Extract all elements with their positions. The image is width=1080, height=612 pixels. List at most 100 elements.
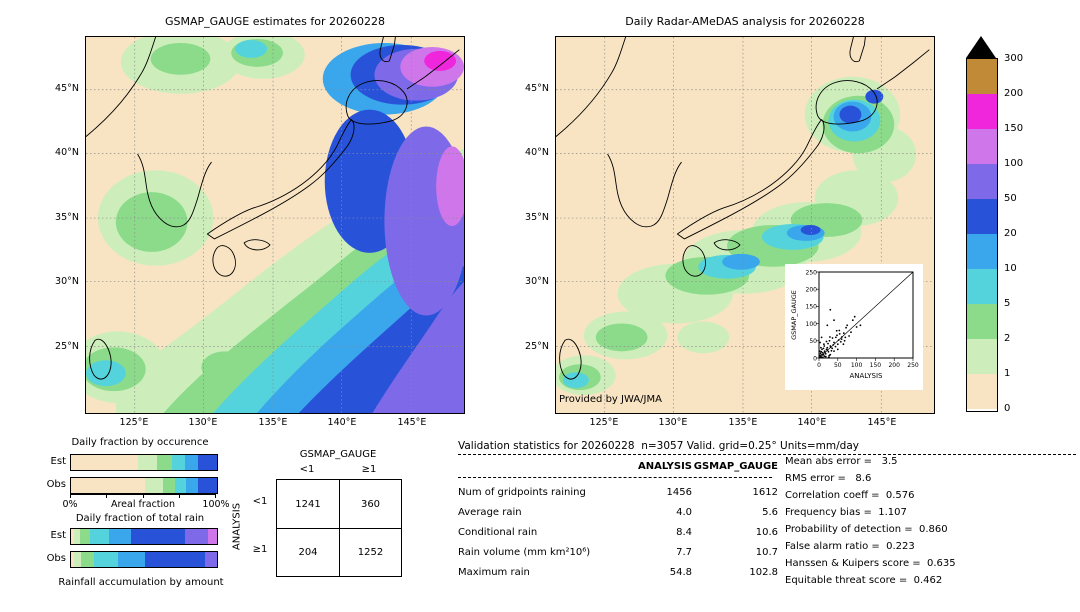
scatter-point: [821, 348, 823, 351]
scatter-point: [822, 347, 825, 350]
lat-tick-label: 35°N: [525, 212, 549, 223]
scatter-point: [837, 339, 840, 341]
scatter-inset: 0 50 100 150 200 250 0 50 100 150 200 25…: [785, 264, 923, 390]
bar-segment: [208, 529, 217, 544]
stat-line: Equitable threat score = 0.462: [785, 575, 943, 586]
scatter-point: [820, 336, 823, 339]
bar-segment: [71, 478, 146, 493]
lat-tick-label: 30°N: [525, 276, 549, 287]
svg-text:250: 250: [806, 270, 818, 277]
scatter-point: [821, 354, 824, 356]
svg-text:200: 200: [888, 362, 900, 369]
areal-fraction-axis: [70, 494, 216, 499]
colorbar-bar: [966, 58, 998, 412]
lat-tick-label: 25°N: [525, 341, 549, 352]
total-rain-obs-label: Obs: [46, 553, 66, 564]
lat-tick-label: 40°N: [525, 147, 549, 158]
inset-points: [818, 308, 862, 359]
one-to-one-line: [818, 271, 914, 359]
svg-text:100: 100: [851, 362, 863, 369]
scatter-point: [846, 324, 849, 327]
total-rain-obs-bar: [70, 551, 218, 568]
radar-precip-layers: [556, 76, 917, 396]
colorbar-segment: [967, 374, 997, 409]
scatter-point: [820, 356, 823, 359]
scatter-point: [823, 345, 826, 347]
stat-line: RMS error = 8.6: [785, 473, 872, 484]
divider-dashed-top: [458, 454, 1076, 455]
colorbar-tick-label: 200: [1004, 88, 1024, 99]
lon-tick-label: 130°E: [188, 417, 218, 428]
bar-segment: [73, 529, 80, 544]
scatter-point: [820, 350, 823, 353]
total-rain-est-label: Est: [50, 530, 66, 541]
scatter-point: [834, 345, 837, 348]
col-analysis: ANALYSIS: [637, 461, 692, 472]
inset-tick-marks: [816, 271, 914, 361]
bar-segment: [130, 529, 185, 544]
lon-tick-label: 135°E: [258, 417, 288, 428]
occurrence-chart-title: Daily fraction by occurence: [71, 437, 209, 448]
axis-max-label: 100%: [202, 499, 230, 510]
lon-tick-label: 145°E: [867, 417, 897, 428]
scatter-point: [831, 347, 834, 350]
scatter-point: [824, 353, 827, 355]
scatter-point: [826, 324, 829, 327]
scatter-point: [824, 355, 827, 358]
contingency-row-header: ANALYSIS: [231, 502, 243, 551]
colorbar-tick-label: 150: [1004, 123, 1024, 134]
gsmap-map-panel: GSMAP_GAUGE estimates for 20260228: [55, 15, 465, 428]
bar-segment: [71, 552, 74, 567]
contingency-cell-false-alarm: 360: [339, 480, 401, 528]
scatter-point: [821, 356, 824, 359]
colorbar-segment: [967, 164, 997, 199]
scatter-point: [836, 348, 839, 351]
bar-segment: [184, 529, 209, 544]
colorbar-tick-label: 100: [1004, 158, 1024, 169]
validation-column-headers: ANALYSIS GSMAP_GAUGE: [458, 461, 778, 472]
bar-segment: [205, 552, 217, 567]
svg-text:200: 200: [806, 287, 818, 294]
scatter-point: [826, 346, 829, 349]
scatter-point: [836, 334, 838, 337]
radar-map: [555, 36, 935, 414]
scatter-point: [835, 336, 837, 339]
svg-text:100: 100: [806, 321, 818, 328]
lon-tick-label: 125°E: [119, 417, 149, 428]
total-rain-est-bar: [70, 528, 218, 545]
table-row: Conditional rain 8.4 10.6: [458, 527, 778, 538]
inset-xlabel: ANALYSIS: [849, 372, 883, 380]
scatter-point: [823, 350, 826, 352]
gsmap-lat-axis: 45°N 40°N 35°N 30°N 25°N: [44, 36, 81, 414]
scatter-point: [831, 337, 834, 339]
scatter-point: [844, 336, 847, 339]
occurrence-obs-label: Obs: [46, 479, 66, 490]
scatter-point: [821, 351, 824, 354]
bar-segment: [174, 478, 187, 493]
contingency-row-label-lt1: <1: [252, 496, 268, 507]
scatter-point: [823, 343, 825, 346]
scatter-point: [825, 340, 828, 343]
stat-line: Probability of detection = 0.860: [785, 524, 948, 535]
scatter-point: [833, 319, 835, 322]
scatter-point: [853, 315, 856, 318]
axis-min-label: 0%: [62, 499, 78, 510]
inset-ylabel: GSMAP_GAUGE: [790, 290, 798, 340]
scatter-point: [838, 329, 841, 332]
accumulation-caption: Rainfall accumulation by amount: [58, 577, 224, 588]
colorbar-labels: 300 200 150 100 50 20 10 5 2 1 0: [1004, 53, 1048, 414]
colorbar-segment: [967, 94, 997, 129]
occurrence-est-label: Est: [50, 456, 66, 467]
scatter-point: [827, 356, 830, 359]
colorbar-segment: [967, 234, 997, 269]
svg-text:0: 0: [817, 362, 821, 369]
colorbar-segment: [967, 59, 997, 94]
scatter-point: [833, 350, 835, 352]
scatter-point: [819, 352, 822, 355]
inset-scatter-svg: 0 50 100 150 200 250 0 50 100 150 200 25…: [785, 264, 923, 390]
svg-text:250: 250: [907, 362, 919, 369]
bar-segment: [108, 529, 131, 544]
radar-lat-axis: 45°N 40°N 35°N 30°N 25°N: [514, 36, 551, 414]
scatter-point: [829, 346, 832, 349]
